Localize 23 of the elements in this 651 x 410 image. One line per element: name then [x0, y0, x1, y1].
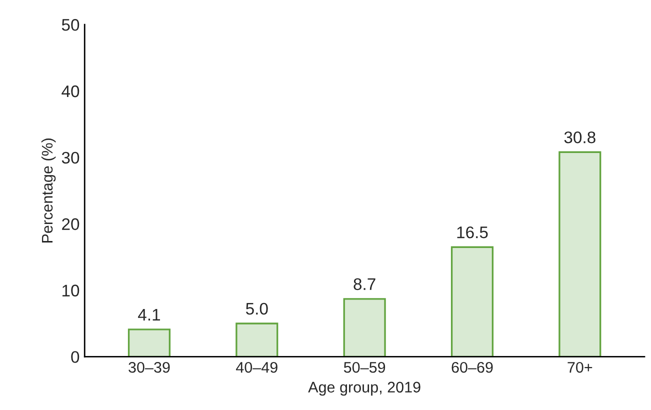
bar — [450, 246, 494, 357]
y-tick-label: 50 — [62, 19, 80, 31]
data-label: 16.5 — [457, 226, 488, 238]
data-label: 4.1 — [138, 308, 160, 320]
bar — [236, 322, 278, 357]
y-tick-label: 40 — [62, 85, 80, 98]
data-label: 30.8 — [564, 131, 596, 144]
x-tick-label: 60–69 — [452, 362, 493, 373]
y-axis-title: Percentage (%) — [41, 138, 56, 242]
data-label: 8.7 — [354, 278, 376, 290]
x-tick-label: 70+ — [568, 362, 592, 373]
x-tick-label: 30–39 — [128, 362, 170, 373]
x-axis-title: Age group, 2019 — [308, 382, 420, 396]
bar — [343, 298, 386, 357]
y-tick-label: 0 — [71, 351, 80, 363]
bar — [558, 151, 602, 357]
bar — [128, 328, 171, 357]
y-tick-label: 30 — [62, 152, 80, 164]
x-tick-label: 50–59 — [344, 362, 386, 373]
y-tick-label: 20 — [62, 218, 80, 230]
data-label: 5.0 — [246, 302, 268, 315]
y-tick-label: 10 — [62, 284, 80, 296]
x-tick-label: 40–49 — [236, 362, 278, 373]
